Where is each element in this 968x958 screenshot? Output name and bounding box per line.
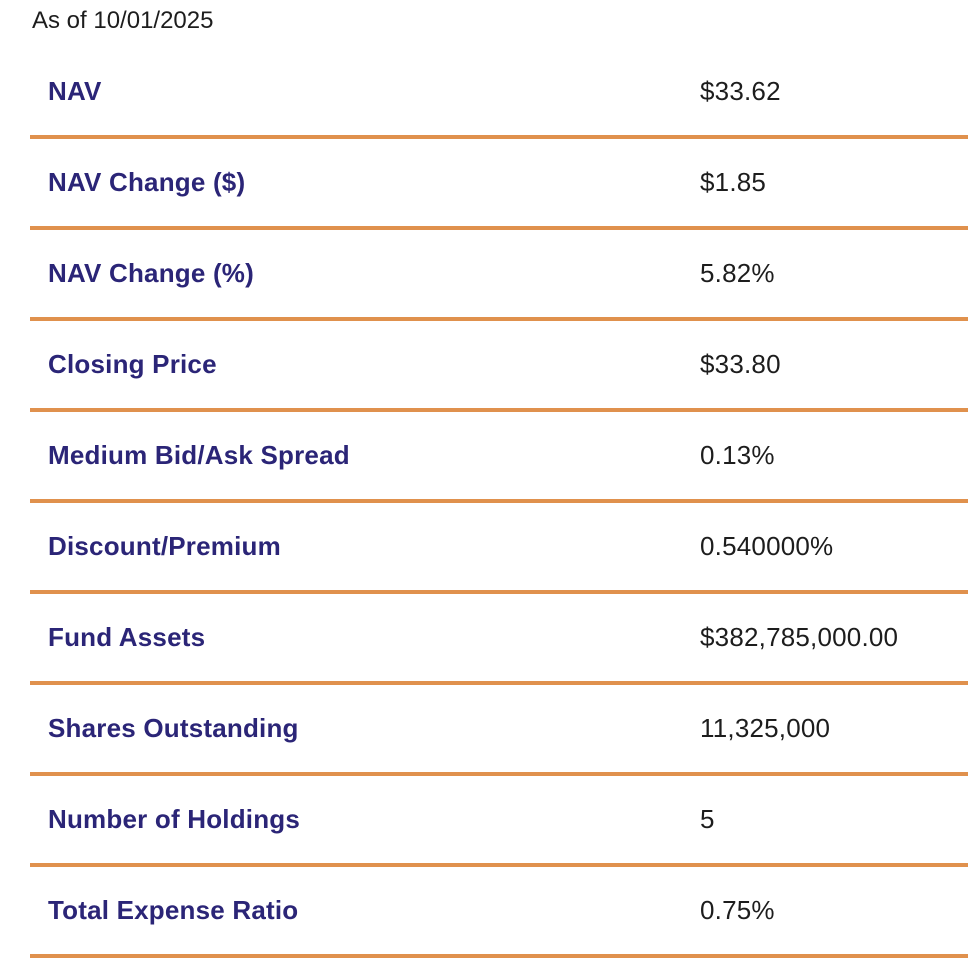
stat-value: 11,325,000 <box>700 713 831 743</box>
stat-label: NAV Change ($) <box>48 167 246 197</box>
stat-value: 5 <box>700 804 715 834</box>
stat-value: 5.82% <box>700 258 775 288</box>
stat-value: 0.13% <box>700 440 775 470</box>
stat-label: NAV Change (%) <box>48 258 254 288</box>
stat-value: $382,785,000.00 <box>700 622 899 652</box>
stat-value: $33.62 <box>700 76 781 106</box>
table-row: Shares Outstanding 11,325,000 <box>30 685 968 776</box>
stat-label: Number of Holdings <box>48 804 301 834</box>
table-row: Discount/Premium 0.540000% <box>30 503 968 594</box>
stat-label: Shares Outstanding <box>48 713 299 743</box>
as-of-date: As of 10/01/2025 <box>32 7 214 34</box>
table-row: Total Expense Ratio 0.75% <box>30 867 968 958</box>
table-row: Fund Assets $382,785,000.00 <box>30 594 968 685</box>
table-row: Closing Price $33.80 <box>30 321 968 412</box>
table-row: NAV Change (%) 5.82% <box>30 230 968 321</box>
stat-label: Total Expense Ratio <box>48 895 299 925</box>
stat-value: 0.540000% <box>700 531 834 561</box>
table-row: NAV Change ($) $1.85 <box>30 139 968 230</box>
stat-label: Medium Bid/Ask Spread <box>48 440 350 470</box>
stat-label: Discount/Premium <box>48 531 281 561</box>
table-row: Number of Holdings 5 <box>30 776 968 867</box>
stat-label: NAV <box>48 76 102 106</box>
fund-stats-table: NAV $33.62 NAV Change ($) $1.85 NAV Chan… <box>30 48 968 958</box>
stat-label: Fund Assets <box>48 622 206 652</box>
table-row: NAV $33.62 <box>30 48 968 139</box>
stat-value: $33.80 <box>700 349 781 379</box>
table-row: Medium Bid/Ask Spread 0.13% <box>30 412 968 503</box>
stat-value: $1.85 <box>700 167 767 197</box>
stat-label: Closing Price <box>48 349 217 379</box>
stat-value: 0.75% <box>700 895 775 925</box>
